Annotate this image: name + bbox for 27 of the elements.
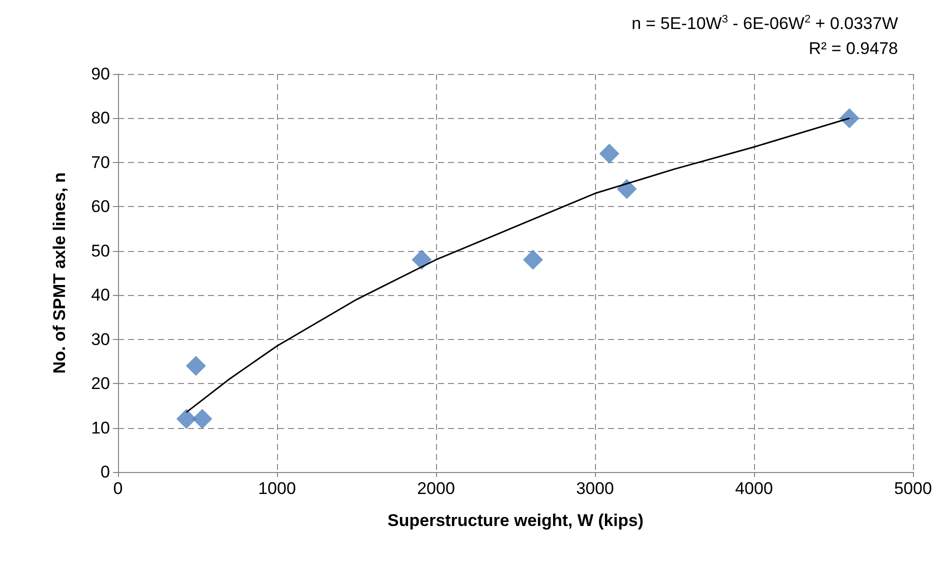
point xyxy=(186,356,206,376)
x-tick-label: 4000 xyxy=(735,479,773,498)
x-tick-label: 5000 xyxy=(894,479,932,498)
y-tick-label: 60 xyxy=(91,197,110,216)
x-tick-label: 1000 xyxy=(258,479,296,498)
text: R² = 0.9478 xyxy=(808,39,898,58)
x-tick-label: 2000 xyxy=(417,479,455,498)
x-axis-title: Superstructure weight, W (kips) xyxy=(388,511,644,530)
point xyxy=(616,178,637,199)
y-tick-label: 20 xyxy=(91,374,110,394)
x-tick-label: 3000 xyxy=(576,479,614,498)
point xyxy=(412,250,432,270)
y-tick-label: 90 xyxy=(91,64,110,84)
point xyxy=(599,144,620,164)
y-tick-label: 50 xyxy=(91,241,110,260)
point xyxy=(176,408,196,429)
point xyxy=(192,408,212,429)
y-axis-title: No. of SPMT axle lines, n xyxy=(50,172,69,374)
y-tick-label: 0 xyxy=(100,462,110,482)
y-tick-label: 70 xyxy=(91,152,110,172)
y-tick-label: 30 xyxy=(91,330,110,349)
y-tick-label: 10 xyxy=(91,418,110,438)
y-tick-label: 40 xyxy=(91,286,110,305)
point xyxy=(839,108,860,128)
point xyxy=(522,250,543,270)
x-tick-label: 0 xyxy=(113,479,123,498)
y-tick-label: 80 xyxy=(91,108,110,128)
